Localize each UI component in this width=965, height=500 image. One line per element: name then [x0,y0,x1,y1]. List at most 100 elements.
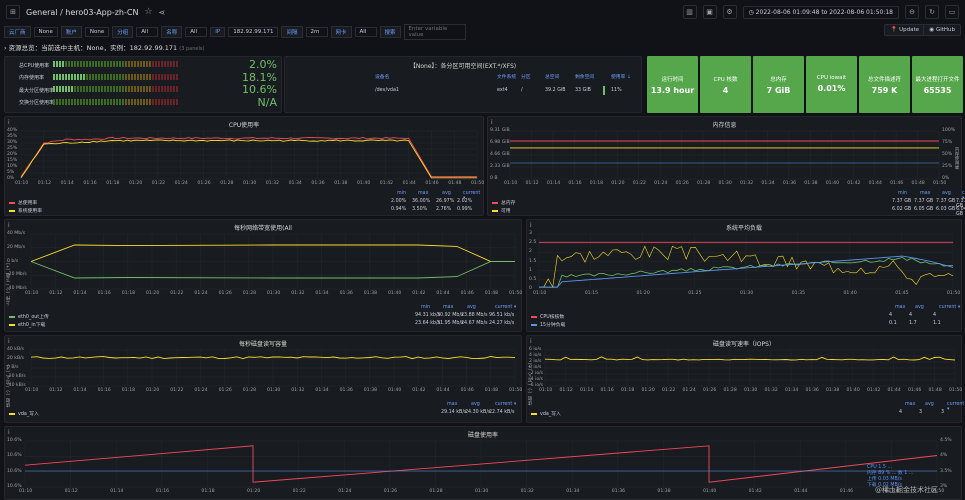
legend-header[interactable]: max [905,402,916,407]
legend-header[interactable]: min [898,191,908,196]
x-tick-label: 01:12 [37,181,52,186]
gauge-cell [176,86,178,92]
panel-chart [544,349,956,387]
var-select[interactable]: 2m [305,27,328,37]
x-tick-label: 01:46 [890,181,904,186]
legend-item[interactable]: 15分钟负载 [531,321,565,328]
legend-item[interactable]: eth0_out上传 [9,313,49,320]
x-tick-label: 01:38 [363,291,378,296]
var-select[interactable]: None [33,27,58,37]
row-header[interactable]: › 资源总览：当前选中主机：None，实例：182.92.99.171 (3 p… [4,44,205,52]
y-tick-right-label: 25% [942,164,953,169]
legend-header[interactable]: current ▾ [495,402,517,407]
legend-header[interactable]: avg [442,191,451,196]
legend-header[interactable]: max [447,402,458,407]
legend-name: vda_写入 [540,412,561,417]
legend-header[interactable]: avg [942,191,951,196]
var-search-input[interactable]: Enter variable value [403,24,466,40]
legend-item[interactable]: vda_写入 [531,410,561,417]
legend-item[interactable]: 系统使用率 [9,207,42,214]
legend-header[interactable]: avg [925,402,934,407]
legend-header[interactable]: avg [467,305,476,310]
cpu-series-line [20,137,477,178]
disk-table-header-cell[interactable]: 分区 [521,75,531,80]
legend-item[interactable]: 可用 [492,207,511,214]
x-tick-label: 01:42 [867,388,881,393]
y-tick-right-label: 4% [940,453,948,459]
legend-header[interactable]: min [397,191,407,196]
legend-item[interactable]: 总使用率 [9,199,37,206]
time-range-picker[interactable]: ◷ 2022-08-06 01:09:48 to 2022-08-06 01:5… [742,5,899,19]
x-tick-label: 01:20 [611,181,625,186]
disk-table-header-cell[interactable]: 剩余空间 [575,75,595,80]
legend-header[interactable]: current ▾ [947,402,965,412]
gauge-cell [59,61,61,67]
legend-item[interactable]: 总内存 [492,199,515,206]
settings-icon[interactable]: ⚙ [722,5,737,19]
update-button[interactable]: 📍 Update [884,24,925,36]
star-icon[interactable]: ☆ [144,7,153,17]
y-tick-label: -20 Mb/s [7,272,27,278]
disk-table-header-cell[interactable]: 设备名 [375,75,390,80]
panel-info-icon[interactable]: i [8,429,10,436]
x-tick-label: 01:10 [19,489,33,494]
github-button[interactable]: ◉ GitHub [923,24,961,36]
legend-header[interactable]: max [920,191,931,196]
tv-mode-icon[interactable]: ▭ [945,5,959,19]
var-select[interactable]: 182.92.99.171 [228,27,279,37]
legend-header[interactable]: current ▾ [463,191,481,201]
gauge-cell [86,86,88,92]
legend-header[interactable]: min [421,305,431,310]
panel-info-icon[interactable]: i [530,222,532,229]
panel-info-icon[interactable]: i [530,338,532,345]
chart-add-icon[interactable]: ▥ [682,5,697,19]
disk-table-header-cell[interactable]: 文件系统 [497,75,517,80]
legend-header[interactable]: current ▾ [495,305,517,310]
gauge-cell [158,73,160,80]
panel-info-icon[interactable]: i [8,222,10,229]
panel-info-icon[interactable]: i [8,119,10,126]
watermark: @稀土掘金技术社区 [875,486,938,494]
gauge-cell [152,61,154,67]
iops-write-line [544,356,956,361]
x-tick-label: 01:36 [782,181,797,186]
x-tick-label: 01:20 [636,291,650,296]
legend-header[interactable]: avg [915,305,924,310]
panel-info-icon[interactable]: i [8,338,10,345]
share-icon[interactable]: ⋖ [158,7,166,17]
x-tick-label: 01:32 [291,291,305,296]
gauge-cell [86,61,88,67]
disk-table-header-cell[interactable]: 使用率 ↓ [611,75,631,80]
legend-header[interactable]: max [443,305,454,310]
legend-header[interactable]: current ▾ [962,191,965,201]
var-select[interactable]: None [84,27,110,37]
legend-item[interactable]: CPU核核数 [531,313,564,320]
dashboard-breadcrumb[interactable]: General / hero03-App-zh-CN [26,7,139,17]
legend-header[interactable]: avg [471,402,480,407]
zoom-out-icon[interactable]: ⊖ [905,5,919,19]
refresh-icon[interactable]: ↻ [925,5,939,19]
disk-table-header-cell[interactable]: 总空间 [545,75,560,80]
legend-header[interactable]: max [895,305,906,310]
legend-value: 36.00% [412,199,431,204]
dashboards-grid-icon[interactable]: ⊞ [6,5,20,19]
x-tick-label: 01:42 [412,388,426,393]
legend-value: 2.76% [436,207,452,212]
gauge-cell [152,86,154,92]
var-select[interactable]: All [136,27,159,37]
x-tick-label: 01:16 [568,181,582,186]
var-select[interactable]: All [354,27,377,37]
gauge-cell [86,73,88,80]
legend-value: 0.99% [457,207,473,212]
save-icon[interactable]: ▣ [702,5,717,19]
gauge-cell [140,73,142,80]
legend-header[interactable]: current ▾ [939,305,961,310]
load-15m-line [539,255,954,288]
legend-item[interactable]: eth0_in下载 [9,321,45,328]
legend-value: 2.02% [457,199,473,204]
panel-info-icon[interactable]: i [491,119,493,126]
disk-table-cell: /dev/vda1 [375,88,399,93]
var-select[interactable]: All [185,27,208,37]
legend-header[interactable]: max [418,191,429,196]
legend-item[interactable]: vda_写入 [9,410,39,417]
